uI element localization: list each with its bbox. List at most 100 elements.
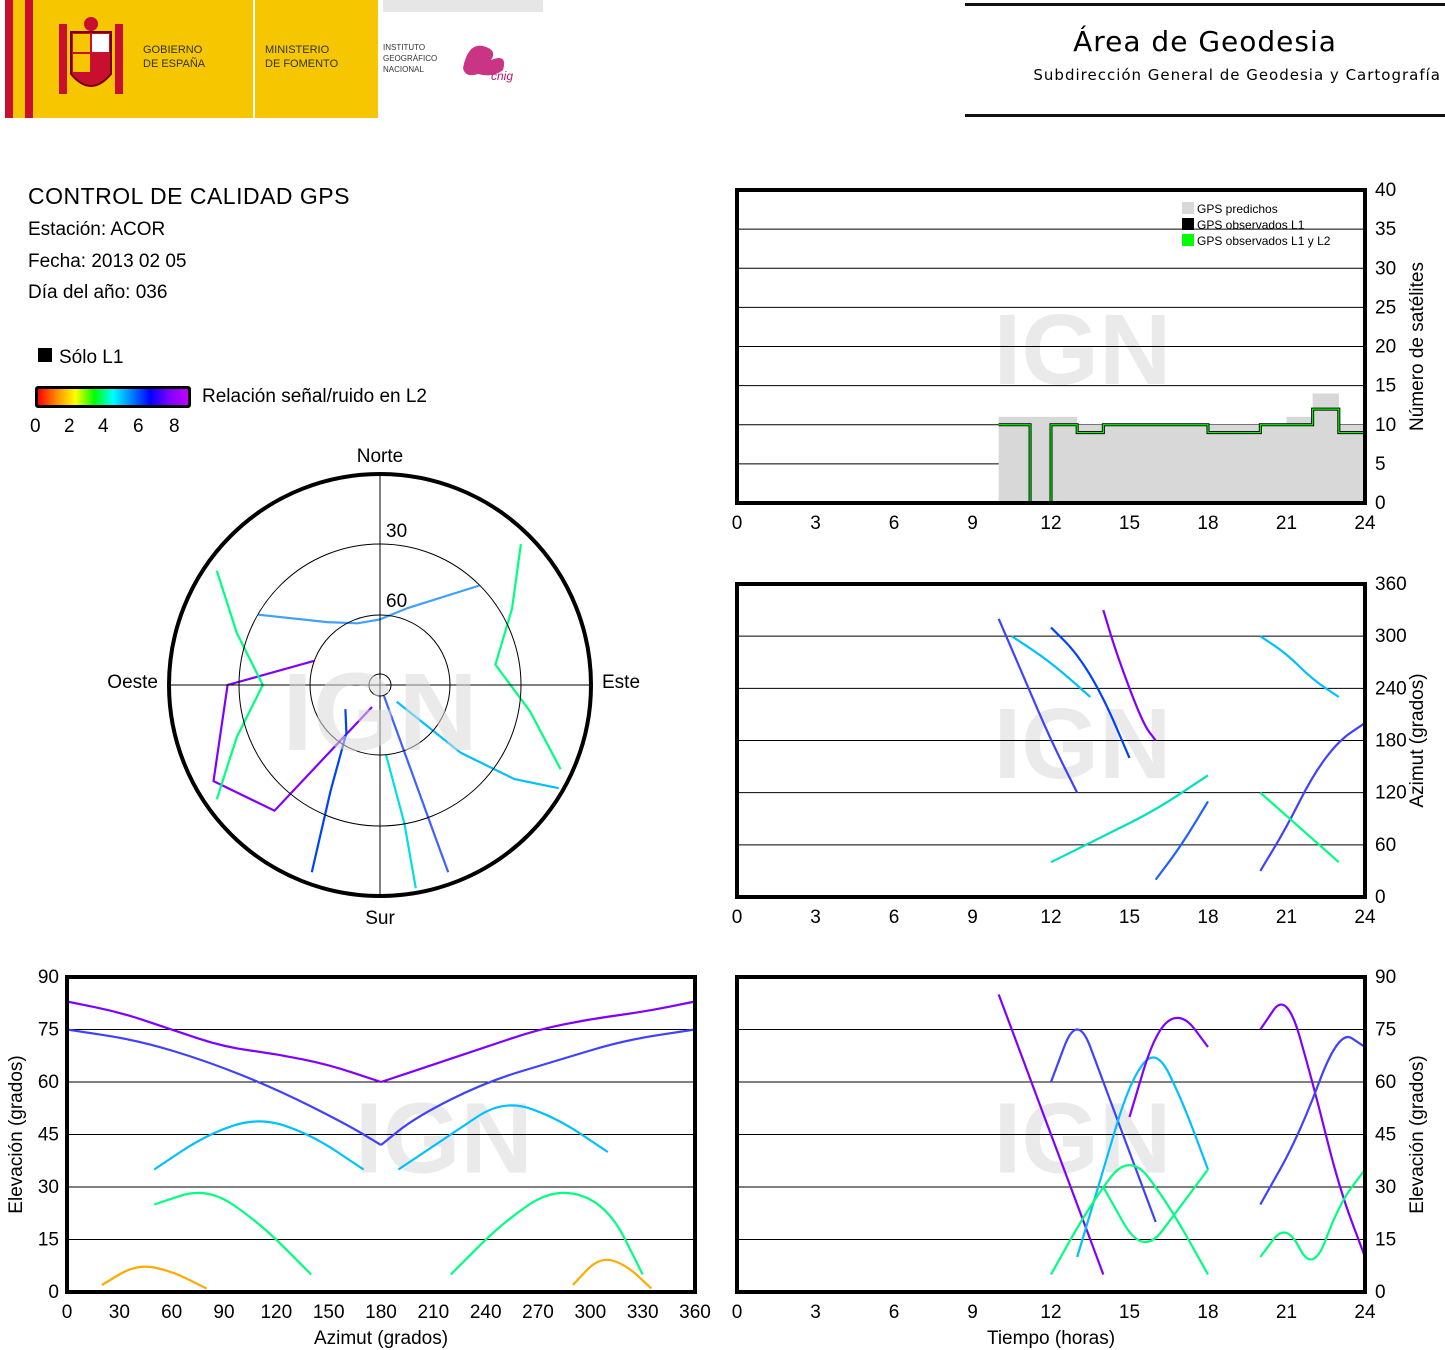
gov-line-2: DE ESPAÑA [143,58,205,71]
y-tick-label: 5 [1375,454,1386,475]
y-tick-label: 90 [1375,967,1396,988]
date-label: Fecha: 2013 02 05 [28,251,186,273]
y-tick-label: 15 [38,1230,59,1251]
west-label: Oeste [107,672,158,693]
x-tick-label: 9 [967,907,978,928]
x-tick-label: 180 [365,1302,397,1323]
y-tick-label: 25 [1375,297,1396,318]
legend-swatch [1182,218,1194,230]
x-tick-label: 9 [967,513,978,534]
x-tick-label: 18 [1197,513,1218,534]
x-tick-label: 12 [1040,907,1061,928]
y-tick-label: 30 [38,1177,59,1198]
ign-line-1: INSTITUTO [383,43,425,53]
skyplot-track-s8 [386,755,416,888]
ign-watermark: IGN [994,294,1172,406]
snr-tick: 2 [64,416,75,438]
skyplot-track-s4 [495,544,560,769]
y-tick-label: 10 [1375,415,1396,436]
east-label: Este [602,672,640,693]
y-tick-label: 15 [1375,376,1396,397]
coat-of-arms-icon [51,14,131,102]
y-tick-label: 75 [38,1020,59,1041]
cnig-logo-text: cnig [491,69,513,83]
x-tick-label: 3 [810,1302,821,1323]
x-axis-label: Azimut (grados) [314,1328,448,1349]
series-t8 [1260,1037,1365,1204]
series-t7 [1260,1005,1365,1257]
series-e5 [154,1121,363,1169]
header-title-block: Área de Geodesia Subdirección General de… [965,0,1445,120]
x-tick-label: 15 [1119,907,1140,928]
ring-label-30: 30 [386,521,407,542]
x-tick-label: 0 [732,513,743,534]
azimuth-time-chart: IGN 0 60 120 180 240 300 360 0 3 6 9 12 15 18 21 24 Azimu… [690,575,1445,935]
ign-line-3: NACIONAL [383,65,424,75]
y-tick-label: 60 [1375,835,1396,856]
skyplot-track-s6 [258,586,479,624]
report-title: CONTROL DE CALIDAD GPS [28,183,350,210]
y-tick-label: 60 [38,1072,59,1093]
ign-line-2: GEOGRÁFICO [383,54,437,64]
series-a6 [1156,801,1208,879]
y-tick-label: 0 [1375,493,1386,514]
y-tick-label: 180 [1375,731,1407,752]
y-tick-label: 0 [1375,887,1386,908]
series-e7 [154,1193,311,1275]
x-tick-label: 18 [1197,1302,1218,1323]
series-e1 [67,1002,381,1083]
header-strip [383,0,543,12]
x-tick-label: 12 [1040,1302,1061,1323]
snr-tick: 6 [133,416,144,438]
x-tick-label: 15 [1119,513,1140,534]
north-label: Norte [357,446,403,467]
header-logos: GOBIERNO DE ESPAÑA MINISTERIO DE FOMENTO… [5,0,540,118]
y-tick-label: 0 [48,1282,59,1303]
elevation-time-chart: IGN 0 15 30 45 60 75 90 0 3 6 9 12 15 18 21 24 Elevación … [690,965,1445,1350]
y-tick-label: 20 [1375,337,1396,358]
y-axis-label: Elevación (grados) [1407,1055,1428,1213]
x-tick-label: 18 [1197,907,1218,928]
y-axis-label: Azimut (grados) [1407,673,1428,807]
legend-swatch [1182,234,1194,246]
x-tick-label: 6 [889,1302,900,1323]
y-tick-label: 240 [1375,678,1407,699]
series-e9 [102,1267,207,1289]
x-axis-label: Tiempo (horas) [987,1328,1115,1349]
y-axis-label: Elevación (grados) [6,1055,27,1213]
x-tick-label: 21 [1276,1302,1297,1323]
y-tick-label: 45 [38,1125,59,1146]
y-tick-label: 15 [1375,1230,1396,1251]
ign-watermark: IGN [994,688,1172,800]
x-tick-label: 300 [574,1302,606,1323]
y-tick-label: 120 [1375,783,1407,804]
snr-tick: 0 [30,416,41,438]
legend-swatch [1182,202,1194,214]
x-tick-label: 9 [967,1302,978,1323]
x-tick-label: 21 [1276,907,1297,928]
snr-tick: 4 [98,416,109,438]
y-tick-label: 35 [1375,219,1396,240]
y-tick-label: 45 [1375,1125,1396,1146]
x-tick-label: 6 [889,907,900,928]
series-e8 [451,1193,643,1275]
snr-colorbar-label: Relación señal/ruido en L2 [202,386,427,408]
y-tick-label: 300 [1375,626,1407,647]
x-tick-label: 0 [62,1302,73,1323]
x-tick-label: 270 [522,1302,554,1323]
snr-colorbar [35,386,191,408]
series-a8 [1260,723,1365,871]
cnig-logo-icon: cnig [453,38,533,88]
x-tick-label: 150 [313,1302,345,1323]
y-tick-label: 60 [1375,1072,1396,1093]
gov-line-1: GOBIERNO [143,44,202,57]
eu-flag-strip [5,0,33,118]
x-tick-label: 3 [810,907,821,928]
station-label: Estación: ACOR [28,219,165,241]
series-predicted [999,393,1365,503]
series-e10 [573,1260,652,1289]
government-logo-block: GOBIERNO DE ESPAÑA MINISTERIO DE FOMENTO [33,0,378,118]
x-tick-label: 15 [1119,1302,1140,1323]
legend-label: GPS observados L1 y L2 [1197,234,1331,248]
x-tick-label: 24 [1354,513,1376,534]
